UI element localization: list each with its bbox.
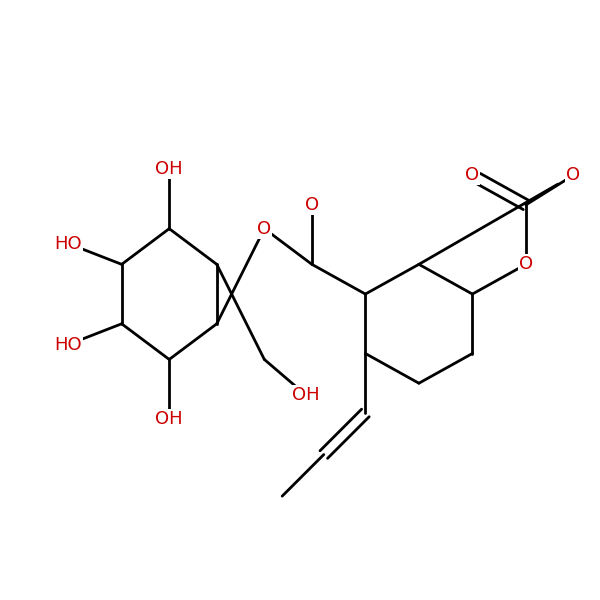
Text: O: O [466,166,479,184]
Text: OH: OH [292,386,320,404]
Text: O: O [519,256,533,274]
Text: OH: OH [155,160,183,178]
Text: HO: HO [55,235,82,253]
Text: O: O [257,220,271,238]
Text: HO: HO [55,335,82,353]
Text: O: O [566,166,581,184]
Text: O: O [305,196,319,214]
Text: OH: OH [155,410,183,428]
